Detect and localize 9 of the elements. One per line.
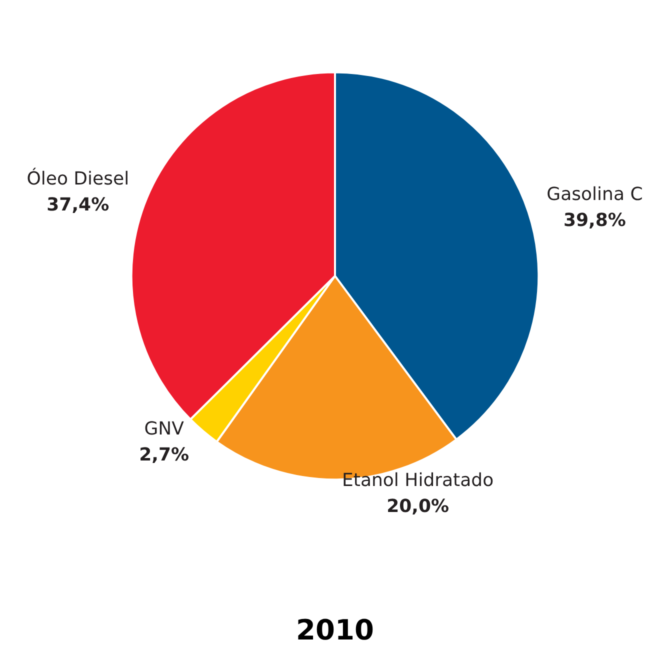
slice-label: Etanol Hidratado — [342, 470, 494, 492]
slice-label: GNV — [144, 418, 185, 440]
slice-label: Gasolina C — [546, 184, 643, 206]
slice-label: Óleo Diesel — [26, 168, 130, 190]
text: 2010 — [296, 614, 374, 646]
data-label: 2,7% — [139, 444, 190, 466]
data-label: 20,0% — [386, 496, 450, 518]
data-label: 37,4% — [46, 194, 110, 216]
data-label: 39,8% — [564, 210, 626, 232]
